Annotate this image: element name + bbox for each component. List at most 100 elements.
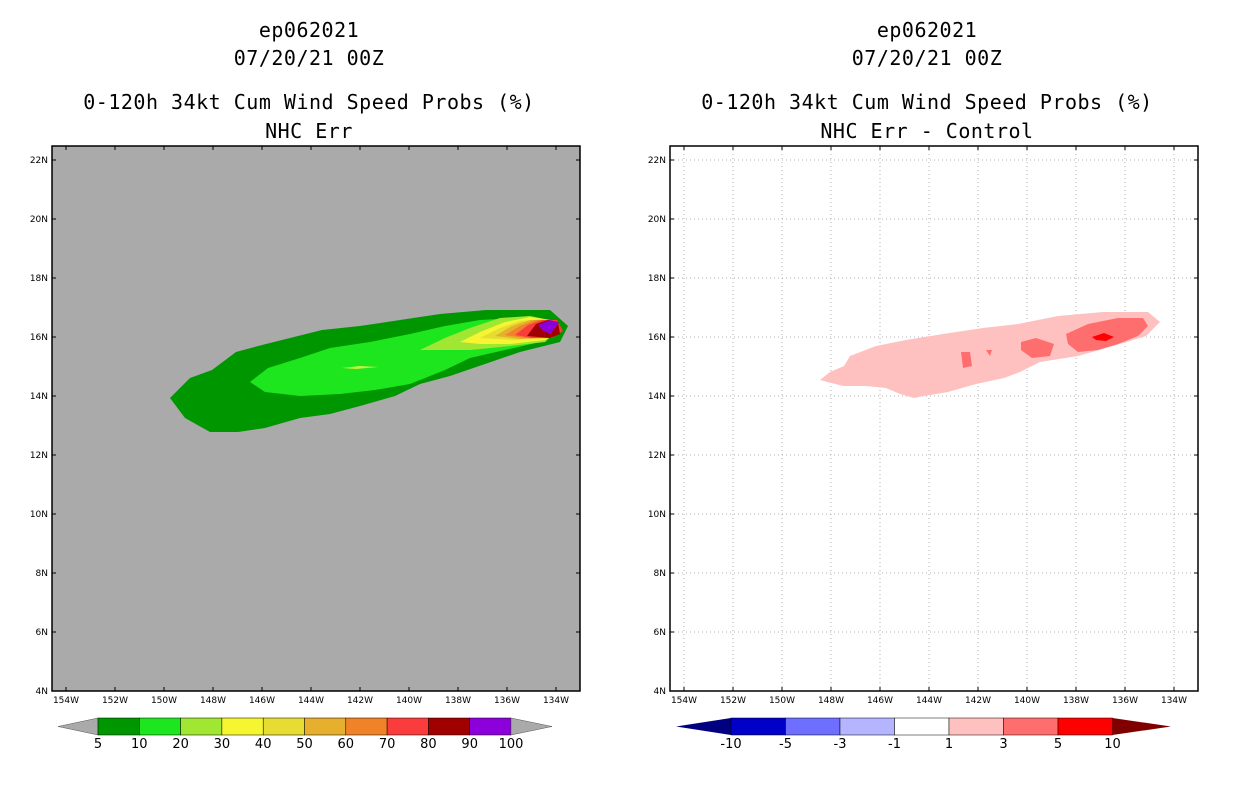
colorbar-label: 40 [255,737,272,752]
colorbar-arrow-right [1112,718,1171,735]
lon-label: 136W [494,696,520,706]
lat-label: 22N [30,156,48,166]
colorbar-label: 1 [945,737,953,752]
lat-label: 6N [36,628,48,638]
colorbar-box [839,717,895,736]
lon-label: 134W [1161,696,1187,706]
map-ticks: 22N 20N 18N 16N 14N 12N 10N 8N 6N 4N 154W 152W 150W 1… [30,146,580,706]
colorbar-label: 50 [296,737,313,752]
colorbar: 5 10 20 30 40 50 60 70 80 90 100 [57,717,553,752]
colorbar-box [97,717,140,736]
lat-label: 20N [30,215,48,225]
lat-label: 16N [648,333,666,343]
lat-label: 12N [30,451,48,461]
product-title: 0-120h 34kt Cum Wind Speed Probs (%) [701,90,1153,114]
colorbar-box [894,717,950,736]
storm-id-title: ep062021 [876,18,978,42]
colorbar-box [785,717,841,736]
diff-contour-3 [1021,338,1054,358]
map-ticks: 22N 20N 18N 16N 14N 12N 10N 8N 6N 4N 154W 152W 150W 1… [648,146,1198,706]
diff-contour-5 [1092,333,1114,341]
map-background [670,146,1198,691]
lon-label: 154W [671,696,697,706]
lat-label: 4N [36,687,48,697]
contour-fleck [342,366,378,369]
diff-contour-3 [961,352,972,368]
lat-label: 22N [648,156,666,166]
colorbar-label: 80 [420,737,437,752]
colorbar-label: 3 [999,737,1007,752]
lat-label: 10N [648,510,666,520]
colorbar-arrow-left [57,717,99,736]
colorbar-label: 60 [338,737,355,752]
colorbar-label: -3 [834,737,847,752]
map-frame [669,145,1199,692]
datetime-title: 07/20/21 00Z [233,46,385,70]
lat-label: 14N [30,392,48,402]
panel-nhc-err-minus-control: ep062021 07/20/21 00Z 0-120h 34kt Cum Wi… [618,0,1236,800]
lon-label: 140W [1014,696,1040,706]
lon-label: 146W [867,696,893,706]
difference-map: 22N 20N 18N 16N 14N 12N 10N 8N 6N 4N 154W 152W 150W 1… [648,145,1199,752]
product-title: 0-120h 34kt Cum Wind Speed Probs (%) [83,90,535,114]
colorbar-box [345,717,388,736]
lon-label: 138W [445,696,471,706]
colorbar-label: 5 [94,737,102,752]
lat-label: 6N [654,628,666,638]
lon-label: 152W [720,696,746,706]
lon-label: 152W [102,696,128,706]
lon-label: 134W [543,696,569,706]
panel-nhc-err: ep062021 07/20/21 00Z 0-120h 34kt Cum Wi… [30,18,581,752]
storm-id-title: ep062021 [258,18,360,42]
lon-label: 144W [298,696,324,706]
colorbar: -10 -5 -3 -1 1 3 5 10 [676,717,1171,752]
colorbar-box [262,717,305,736]
colorbar-label: -10 [720,737,741,752]
colorbar-box [386,717,429,736]
colorbar-box [730,717,786,736]
lon-label: 138W [1063,696,1089,706]
lon-label: 142W [347,696,373,706]
colorbar-box [180,717,223,736]
colorbar-label: 30 [214,737,231,752]
colorbar-box [948,717,1004,736]
subtitle: NHC Err [265,119,353,143]
colorbar-label: 10 [131,737,148,752]
colorbar-arrow-right [510,717,553,736]
colorbar-box [428,717,470,736]
lon-label: 140W [396,696,422,706]
colorbar-label: 10 [1104,737,1121,752]
lon-label: 150W [151,696,177,706]
contour-90 [538,320,559,334]
lat-label: 10N [30,510,48,520]
lat-label: 4N [654,687,666,697]
subtitle: NHC Err - Control [820,119,1034,143]
colorbar-label: -5 [779,737,792,752]
colorbar-label: 20 [172,737,189,752]
lat-label: 18N [30,274,48,284]
colorbar-box [469,717,512,736]
lon-label: 150W [769,696,795,706]
colorbar-box [221,717,264,736]
lon-label: 142W [965,696,991,706]
lon-label: 144W [916,696,942,706]
lon-label: 146W [249,696,275,706]
map-frame [51,145,581,692]
lon-label: 148W [818,696,844,706]
lon-label: 136W [1112,696,1138,706]
colorbar-box [304,717,347,736]
colorbar-box [1057,717,1113,736]
colorbar-label: 5 [1054,737,1062,752]
lat-label: 8N [654,569,666,579]
probability-map: 22N 20N 18N 16N 14N 12N 10N 8N 6N 4N 154W 152W 150W 1… [30,145,581,752]
colorbar-label: 100 [499,737,524,752]
colorbar-label: -1 [888,737,901,752]
colorbar-arrow-left [676,718,731,735]
colorbar-box [139,717,181,736]
lat-label: 16N [30,333,48,343]
lat-label: 8N [36,569,48,579]
map-background [52,146,580,691]
datetime-title: 07/20/21 00Z [851,46,1003,70]
diff-contour-3 [986,350,992,356]
lat-label: 20N [648,215,666,225]
